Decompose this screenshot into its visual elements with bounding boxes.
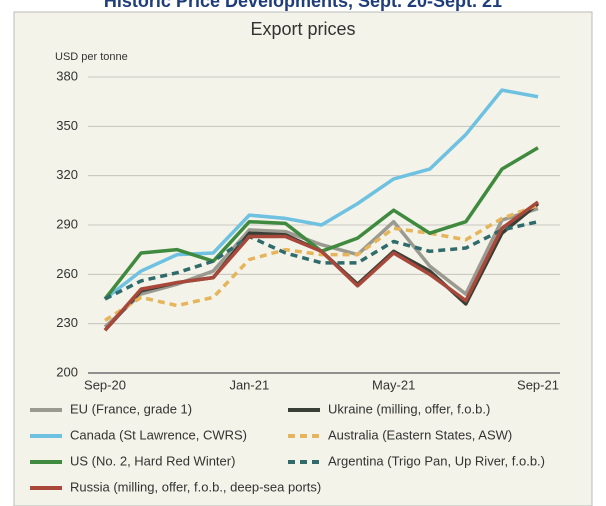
y-tick-label: 290 [56, 216, 78, 231]
y-tick-label: 380 [56, 68, 78, 83]
legend-label: Canada (St Lawrence, CWRS) [70, 427, 247, 442]
x-tick-label: Sep-21 [517, 377, 559, 392]
line-series [104, 220, 539, 301]
y-tick-label: 200 [56, 364, 78, 379]
y-tick-label: 230 [56, 315, 78, 330]
legend-label: Australia (Eastern States, ASW) [328, 427, 512, 442]
y-tick-label: 260 [56, 266, 78, 281]
legend-label: Ukraine (milling, offer, f.o.b.) [328, 401, 490, 416]
y-tick-label: 320 [56, 167, 78, 182]
line-series [103, 200, 540, 332]
x-tick-label: Jan-21 [229, 377, 269, 392]
x-tick-label: Sep-20 [84, 377, 126, 392]
legend-label: Argentina (Trigo Pan, Up River, f.o.b.) [328, 453, 545, 468]
legend-label: US (No. 2, Hard Red Winter) [70, 453, 235, 468]
x-tick-label: May-21 [372, 377, 415, 392]
y-axis-label: USD per tonne [55, 51, 128, 63]
line-series [103, 88, 539, 301]
line-series [104, 203, 539, 322]
y-tick-label: 350 [56, 118, 78, 133]
legend-label: EU (France, grade 1) [70, 401, 192, 416]
chart-title: Export prices [250, 19, 355, 39]
legend-label: Russia (milling, offer, f.o.b., deep-sea… [70, 479, 321, 494]
page-title: Historic Price Developments, Sept. 20-Se… [104, 0, 502, 11]
